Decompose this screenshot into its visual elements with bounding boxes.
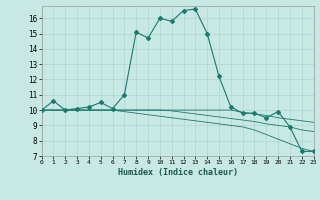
X-axis label: Humidex (Indice chaleur): Humidex (Indice chaleur) [118, 168, 237, 177]
